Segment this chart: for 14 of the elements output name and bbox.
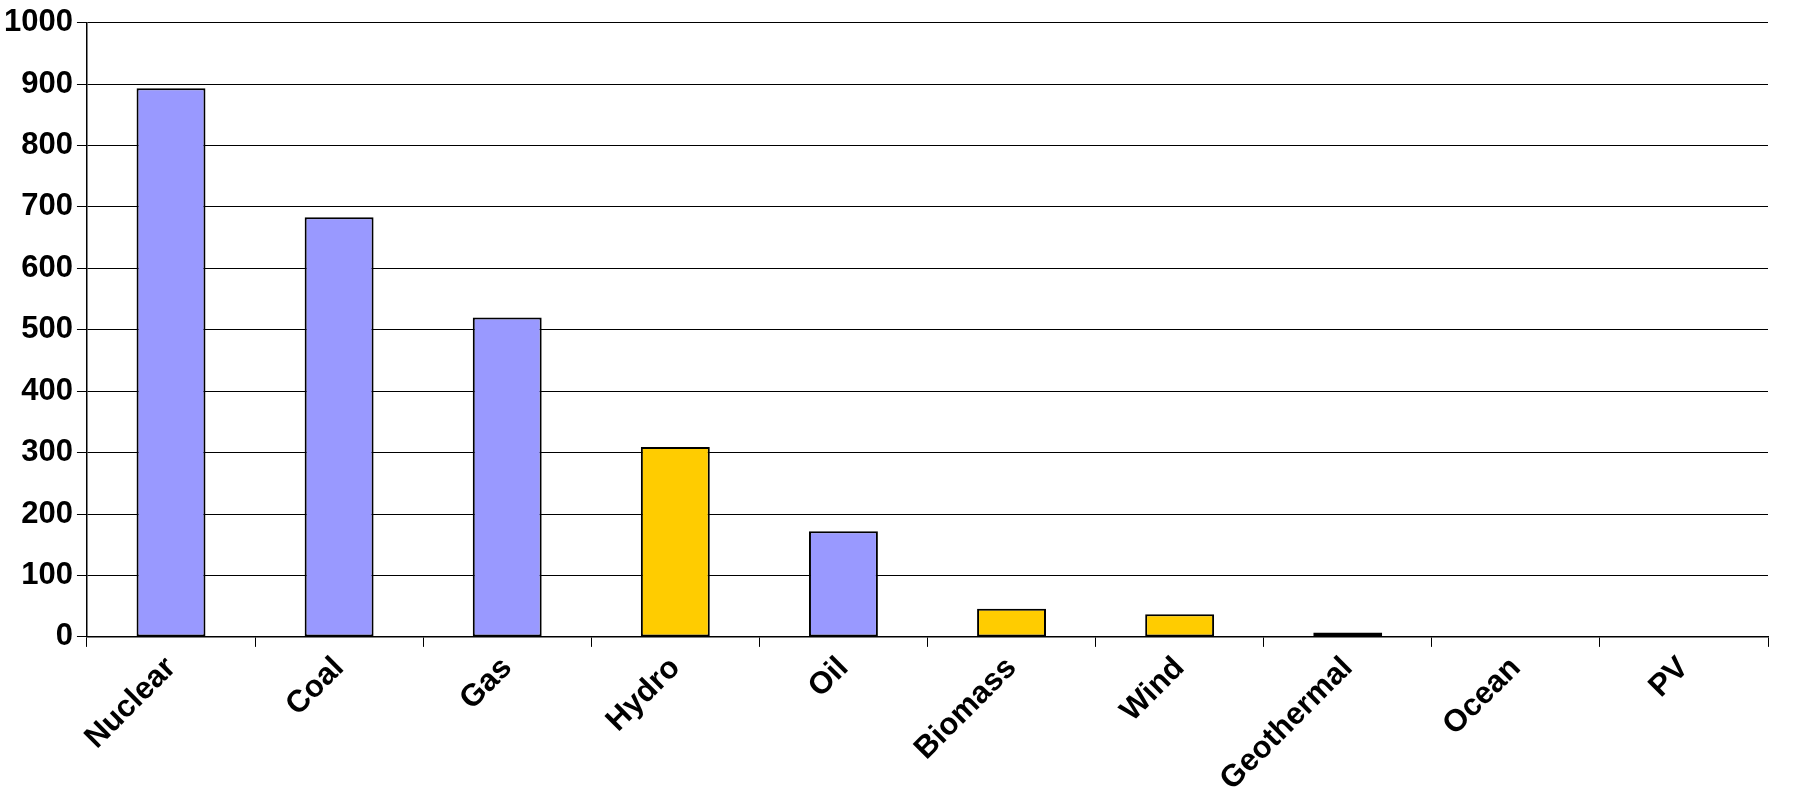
y-tick-label: 900 [21,64,73,100]
y-tick-label: 700 [21,187,73,223]
y-tick-label: 100 [21,556,73,591]
x-tick-label: Gas [452,649,519,716]
y-tick-label: 800 [21,126,73,161]
y-tick-label: 600 [21,248,73,284]
y-tick-label: 400 [21,371,73,407]
y-tick-label: 300 [21,433,73,469]
x-tick-label: PV [1640,649,1696,704]
y-tick-label: 1000 [3,3,73,39]
y-tick-label: 0 [55,617,73,653]
y-tick-label: 200 [21,494,73,530]
x-tick-label: Oil [800,649,855,704]
y-tick-label: 500 [21,310,73,346]
